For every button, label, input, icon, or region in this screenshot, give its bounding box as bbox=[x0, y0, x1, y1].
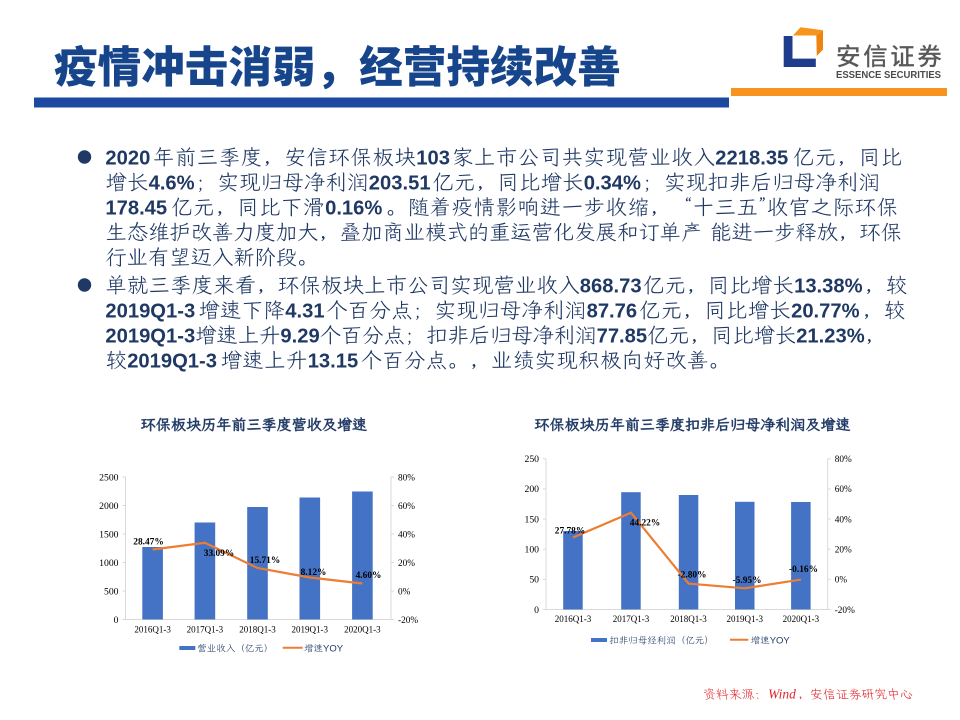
svg-text:-5.95%: -5.95% bbox=[733, 576, 762, 586]
svg-text:500: 500 bbox=[104, 586, 119, 597]
svg-text:21.23%: 21.23% bbox=[796, 326, 865, 348]
svg-text:-20%: -20% bbox=[835, 606, 855, 616]
svg-text:60%: 60% bbox=[398, 502, 415, 512]
svg-text:44.22%: 44.22% bbox=[630, 519, 660, 529]
svg-text:8.12%: 8.12% bbox=[301, 568, 327, 578]
svg-text:-0.16%: -0.16% bbox=[789, 565, 818, 575]
svg-text:2019Q1-3: 2019Q1-3 bbox=[292, 625, 329, 635]
svg-text:0: 0 bbox=[114, 615, 119, 626]
svg-text:2020Q1-3: 2020Q1-3 bbox=[344, 625, 381, 635]
svg-text:2017Q1-3: 2017Q1-3 bbox=[613, 614, 650, 624]
svg-text:4.6%: 4.6% bbox=[149, 173, 195, 195]
svg-text:33.09%: 33.09% bbox=[204, 549, 234, 559]
svg-text:200: 200 bbox=[524, 484, 539, 495]
svg-text:20%: 20% bbox=[835, 546, 852, 556]
svg-text:2500: 2500 bbox=[99, 472, 119, 483]
svg-text:0%: 0% bbox=[398, 587, 411, 597]
svg-text:20.77%: 20.77% bbox=[791, 301, 860, 323]
svg-text:28.47%: 28.47% bbox=[133, 538, 163, 548]
svg-text:4.60%: 4.60% bbox=[356, 571, 382, 581]
svg-text:87.76: 87.76 bbox=[587, 301, 638, 323]
svg-text:9.29: 9.29 bbox=[280, 326, 319, 348]
svg-text:40%: 40% bbox=[835, 515, 852, 525]
svg-text:60%: 60% bbox=[835, 485, 852, 495]
svg-text:Wind: Wind bbox=[768, 687, 796, 702]
svg-text:-2.80%: -2.80% bbox=[678, 571, 707, 581]
svg-text:2018Q1-3: 2018Q1-3 bbox=[239, 625, 276, 635]
svg-text:50: 50 bbox=[529, 575, 539, 586]
svg-text:2020Q1-3: 2020Q1-3 bbox=[783, 614, 820, 624]
svg-text:868.73: 868.73 bbox=[580, 276, 642, 298]
svg-text:1500: 1500 bbox=[99, 529, 119, 540]
svg-text:13.15: 13.15 bbox=[308, 351, 359, 373]
svg-text:1000: 1000 bbox=[99, 558, 119, 569]
svg-text:203.51: 203.51 bbox=[369, 173, 431, 195]
svg-text:13.38%: 13.38% bbox=[794, 276, 863, 298]
svg-text:0%: 0% bbox=[835, 576, 848, 586]
svg-text:250: 250 bbox=[524, 454, 539, 465]
svg-text:4.31: 4.31 bbox=[285, 301, 324, 323]
svg-text:0: 0 bbox=[534, 605, 539, 616]
svg-text:150: 150 bbox=[524, 514, 539, 525]
svg-text:80%: 80% bbox=[398, 473, 415, 483]
svg-text:40%: 40% bbox=[398, 530, 415, 540]
svg-text:80%: 80% bbox=[835, 455, 852, 465]
svg-text:2018Q1-3: 2018Q1-3 bbox=[670, 614, 707, 624]
svg-text:2019Q1-3: 2019Q1-3 bbox=[127, 351, 217, 373]
svg-text:103: 103 bbox=[416, 148, 450, 170]
svg-text:-20%: -20% bbox=[398, 616, 418, 626]
svg-text:178.45: 178.45 bbox=[105, 198, 167, 220]
svg-text:2020: 2020 bbox=[105, 148, 150, 170]
svg-text:2019Q1-3: 2019Q1-3 bbox=[105, 326, 195, 348]
svg-text:2016Q1-3: 2016Q1-3 bbox=[134, 625, 171, 635]
svg-text:100: 100 bbox=[524, 545, 539, 556]
svg-text:15.71%: 15.71% bbox=[250, 556, 280, 566]
svg-text:2019Q1-3: 2019Q1-3 bbox=[727, 614, 764, 624]
svg-text:77.85: 77.85 bbox=[597, 326, 648, 348]
svg-text:2016Q1-3: 2016Q1-3 bbox=[555, 614, 592, 624]
svg-text:0.16%: 0.16% bbox=[325, 198, 382, 220]
svg-text:27.78%: 27.78% bbox=[555, 527, 585, 537]
svg-text:ESSENCE SECURITIES: ESSENCE SECURITIES bbox=[836, 70, 941, 81]
svg-text:0.34%: 0.34% bbox=[584, 173, 641, 195]
svg-text:YOY: YOY bbox=[323, 644, 344, 655]
svg-text:2000: 2000 bbox=[99, 501, 119, 512]
svg-text:YOY: YOY bbox=[770, 636, 791, 647]
svg-text:20%: 20% bbox=[398, 559, 415, 569]
svg-text:2019Q1-3: 2019Q1-3 bbox=[105, 301, 195, 323]
svg-text:2218.35: 2218.35 bbox=[715, 148, 788, 170]
svg-text:2017Q1-3: 2017Q1-3 bbox=[187, 625, 224, 635]
